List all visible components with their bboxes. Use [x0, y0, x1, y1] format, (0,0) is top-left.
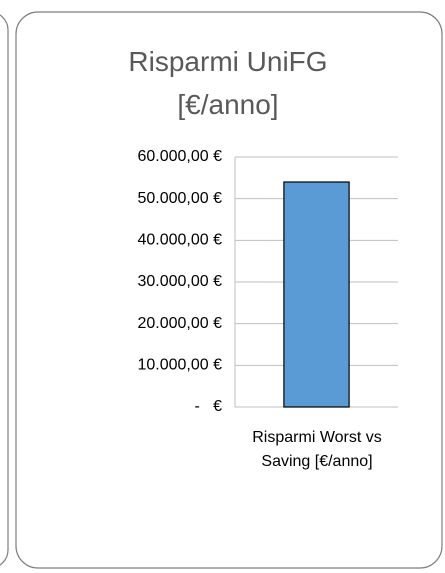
y-tick-label: 10.000,00 € [137, 357, 222, 374]
y-tick-label: - € [194, 398, 222, 415]
y-tick-label: 60.000,00 € [137, 148, 222, 165]
y-tick-label: 20.000,00 € [137, 315, 222, 332]
y-tick-label: 40.000,00 € [137, 232, 222, 249]
bar [283, 181, 350, 408]
x-tick-label: Risparmi Worst vs Saving [€/anno] [252, 429, 382, 470]
left-panel-border [0, 14, 9, 566]
panel-border [15, 11, 443, 569]
chart-title: Risparmi UniFG [€/anno] [128, 46, 328, 120]
y-tick-label: 50.000,00 € [137, 190, 222, 207]
y-tick-label: 30.000,00 € [137, 273, 222, 290]
